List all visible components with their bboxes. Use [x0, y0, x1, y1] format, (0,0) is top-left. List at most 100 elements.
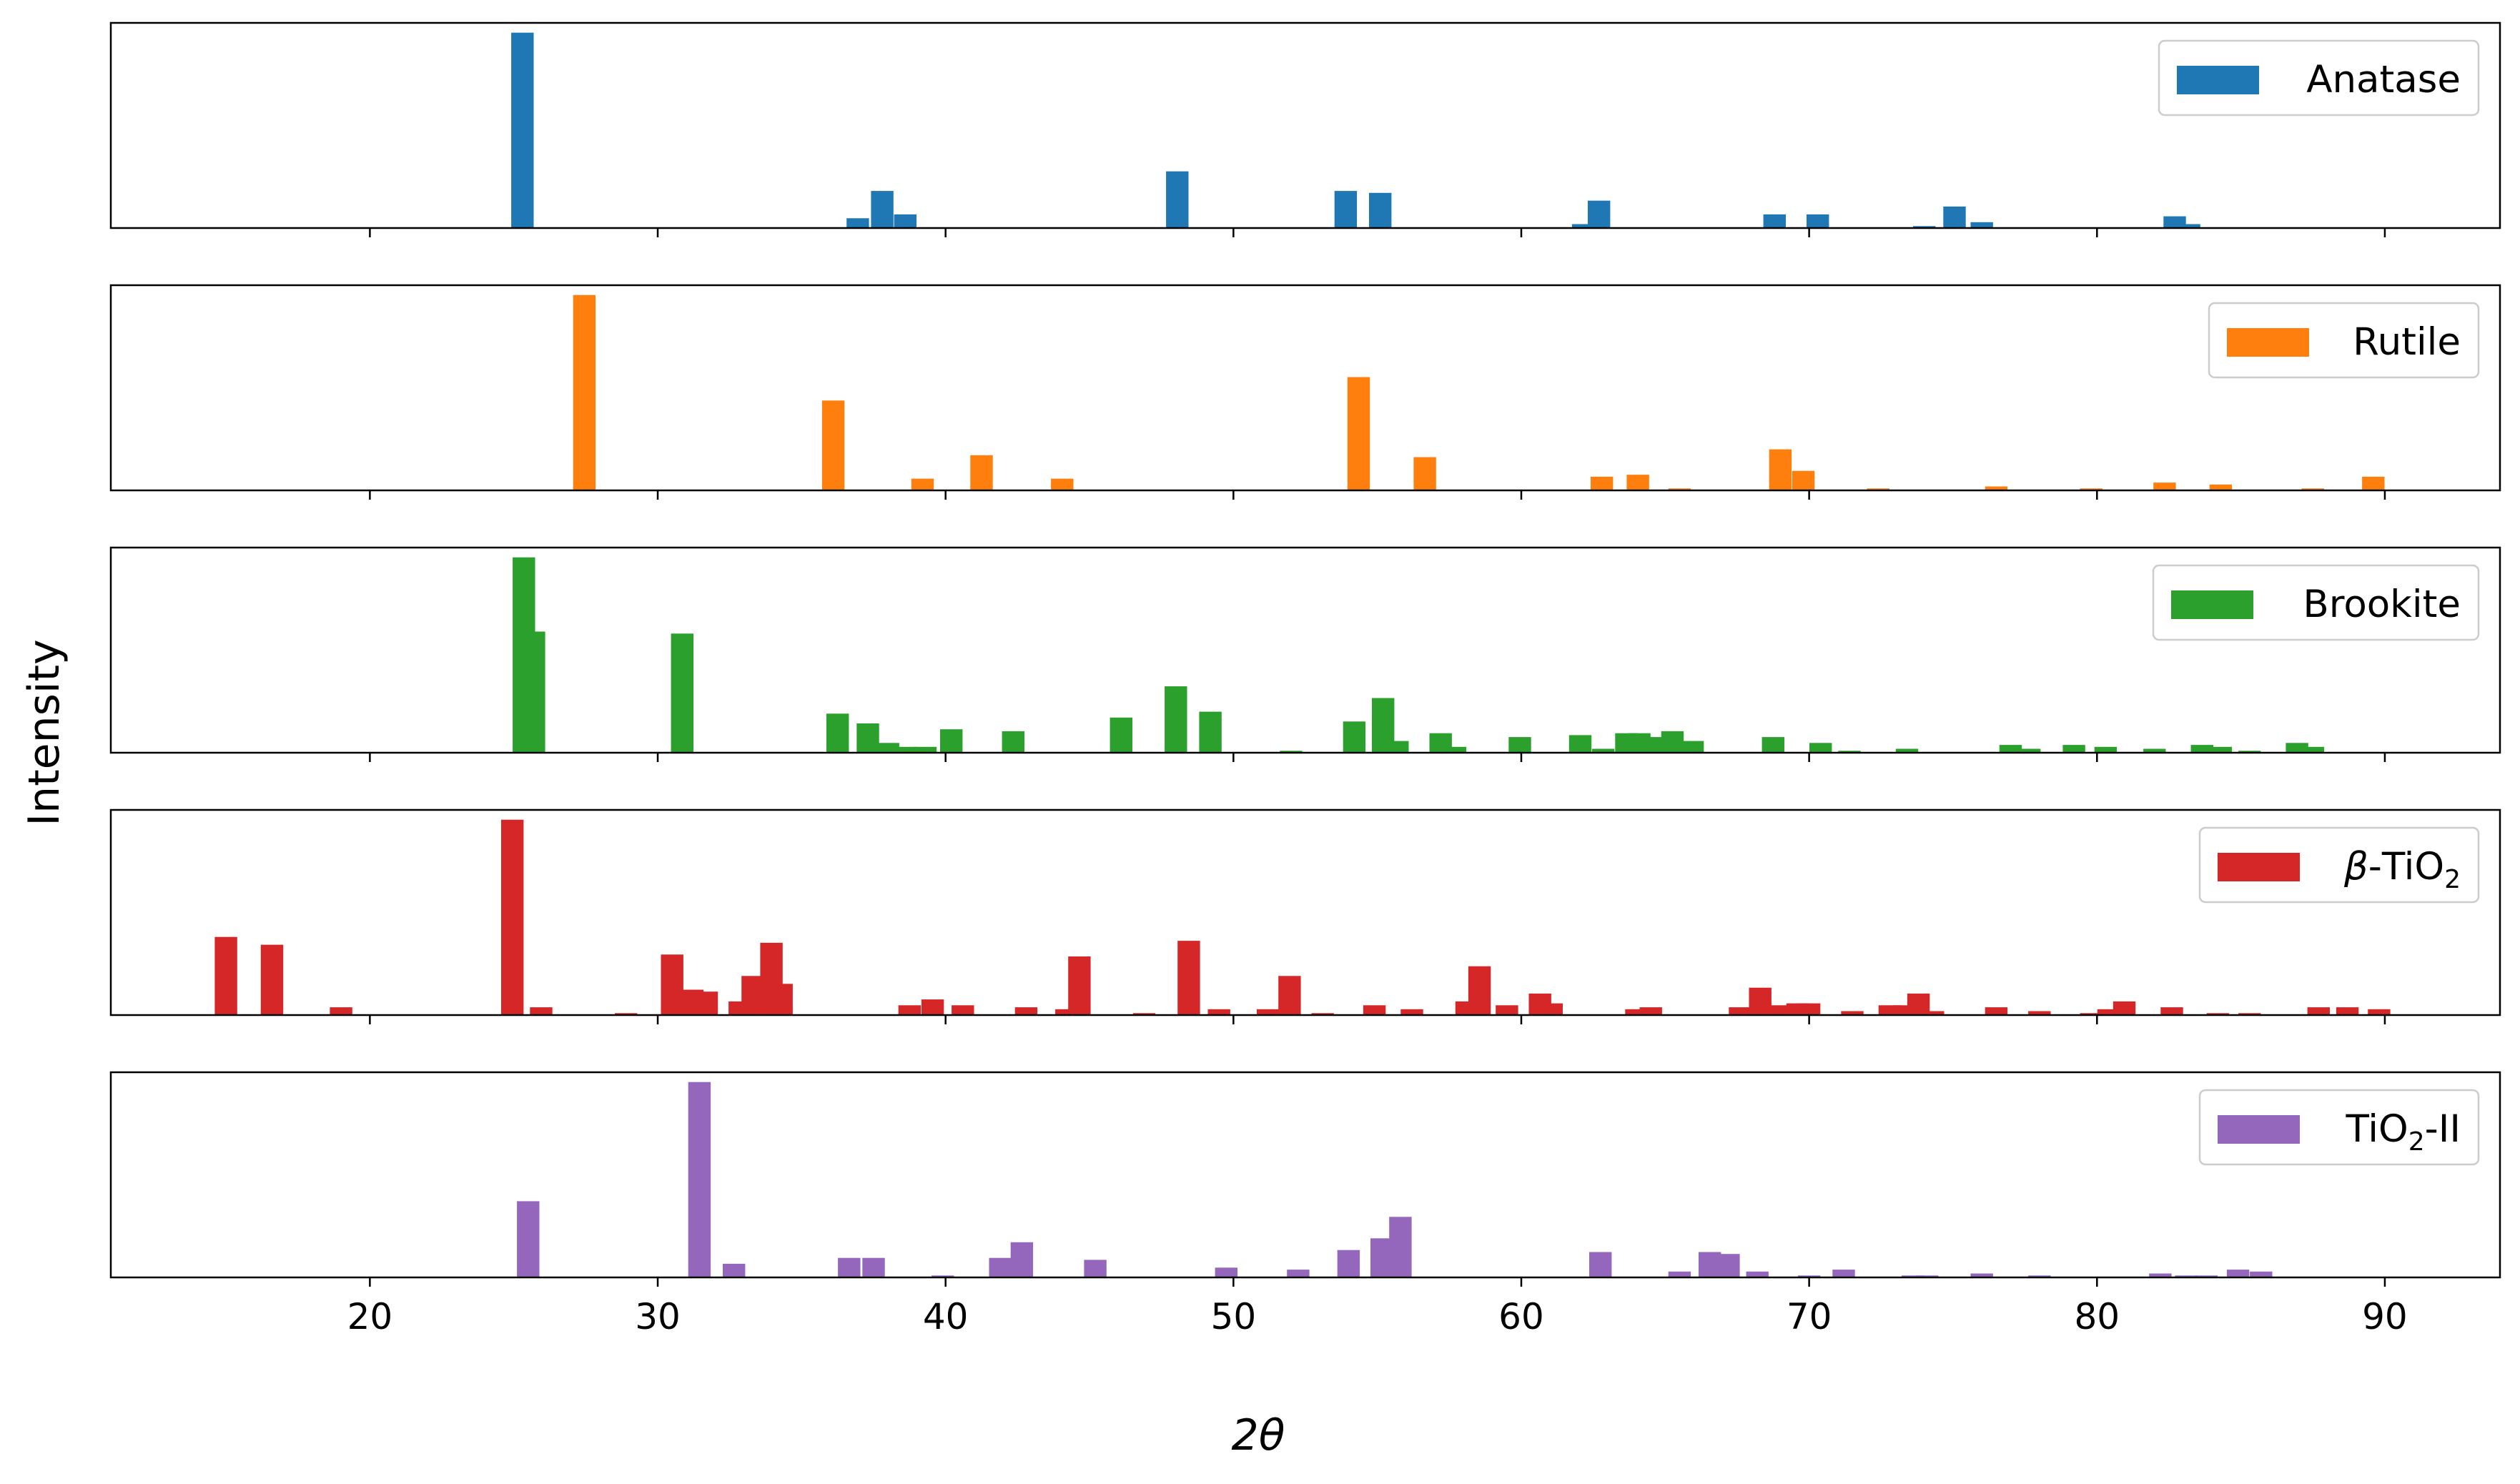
bar: [2080, 1013, 2103, 1015]
bar: [1841, 1011, 1864, 1015]
bar: [517, 1201, 540, 1277]
bar: [898, 1005, 921, 1015]
bar: [530, 1007, 553, 1015]
bar: [2094, 746, 2118, 753]
bar: [523, 631, 545, 753]
bar: [1838, 751, 1861, 753]
legend: TiO2-II: [2198, 1089, 2480, 1166]
bar: [2238, 751, 2261, 753]
bar: [2336, 1007, 2359, 1015]
bar: [1278, 976, 1301, 1015]
bar: [1970, 1273, 1993, 1277]
legend: Rutile: [2208, 302, 2480, 379]
bar: [2018, 748, 2041, 753]
x-tick-label: 90: [2362, 1296, 2408, 1337]
legend: β-TiO2: [2198, 826, 2480, 904]
bar: [2143, 748, 2166, 753]
bar: [1901, 1275, 1924, 1277]
bar: [989, 1257, 1012, 1277]
bar: [2238, 1013, 2261, 1015]
plot-frame: [109, 284, 2501, 492]
bar: [1132, 1013, 1156, 1015]
bar: [1287, 1270, 1310, 1277]
bar: [2209, 746, 2233, 753]
bar: [2190, 745, 2213, 753]
bar: [2362, 476, 2385, 490]
bar: [1681, 741, 1704, 753]
legend-swatch: [2218, 1115, 2300, 1144]
bar: [921, 999, 944, 1015]
bar: [911, 478, 934, 490]
bar: [871, 191, 894, 228]
x-tick-label: 40: [923, 1296, 969, 1337]
bar: [2368, 1009, 2391, 1015]
legend-box: [2198, 826, 2480, 904]
panel-2: Rutile: [109, 284, 2501, 500]
bar: [1589, 1252, 1612, 1277]
bar: [2250, 1271, 2273, 1277]
bar: [1985, 1007, 2008, 1015]
bar: [1311, 1013, 1334, 1015]
bar: [1792, 470, 1815, 490]
bar: [1639, 1007, 1662, 1015]
legend-swatch: [2177, 66, 2259, 94]
bar: [1540, 1003, 1563, 1015]
bar: [838, 1257, 861, 1277]
bar: [1347, 377, 1370, 490]
bar: [1895, 748, 1919, 753]
bar: [1280, 751, 1303, 753]
bar: [1002, 731, 1024, 753]
bar: [2206, 1013, 2230, 1015]
bar: [1809, 743, 1832, 753]
bar: [1999, 745, 2022, 753]
bar: [1508, 737, 1531, 753]
bar: [914, 746, 937, 753]
bar: [1668, 1271, 1691, 1277]
bar: [1913, 226, 1936, 228]
bar: [1257, 1009, 1280, 1015]
bars: [214, 819, 2391, 1015]
bar: [2301, 488, 2324, 490]
plot-frame: [109, 21, 2501, 229]
bar: [1177, 941, 1200, 1015]
bar: [511, 32, 534, 228]
bar: [688, 1082, 711, 1277]
bar: [1386, 741, 1409, 753]
bar: [1363, 1005, 1386, 1015]
bar: [1207, 1009, 1230, 1015]
bar: [1084, 1260, 1107, 1277]
bars: [511, 32, 2200, 228]
legend: Anatase: [2158, 39, 2480, 117]
bar: [2160, 1007, 2183, 1015]
bar: [1626, 475, 1649, 490]
bar: [1568, 735, 1592, 753]
x-tick-label: 30: [635, 1296, 681, 1337]
bar: [1068, 956, 1091, 1015]
legend-box: [2208, 302, 2480, 379]
panels: Anatase Rutile Brookite β-TiO2 20 30 40 50 60 70 8…: [109, 21, 2501, 1337]
bar: [2307, 1007, 2330, 1015]
bar: [1729, 1007, 1751, 1015]
bar: [1832, 1270, 1855, 1277]
plot-frame: [109, 546, 2501, 754]
bar: [1591, 476, 1614, 490]
bar: [1761, 737, 1784, 753]
legend-swatch: [2227, 328, 2309, 357]
bars: [517, 1082, 2273, 1277]
legend-box: [2198, 1089, 2480, 1166]
legend-box: [2152, 564, 2480, 641]
bar: [1867, 488, 1889, 490]
bar: [1443, 746, 1467, 753]
bar: [2301, 746, 2324, 753]
legend-swatch: [2171, 590, 2253, 619]
bar: [1334, 191, 1358, 228]
panel-4: β-TiO2: [109, 808, 2501, 1024]
bar: [1215, 1267, 1237, 1277]
bar: [2153, 483, 2176, 490]
bar: [1010, 1242, 1034, 1277]
bar: [260, 944, 284, 1015]
bar: [1055, 1009, 1078, 1015]
bar: [1400, 1009, 1423, 1015]
bar: [1165, 686, 1187, 753]
